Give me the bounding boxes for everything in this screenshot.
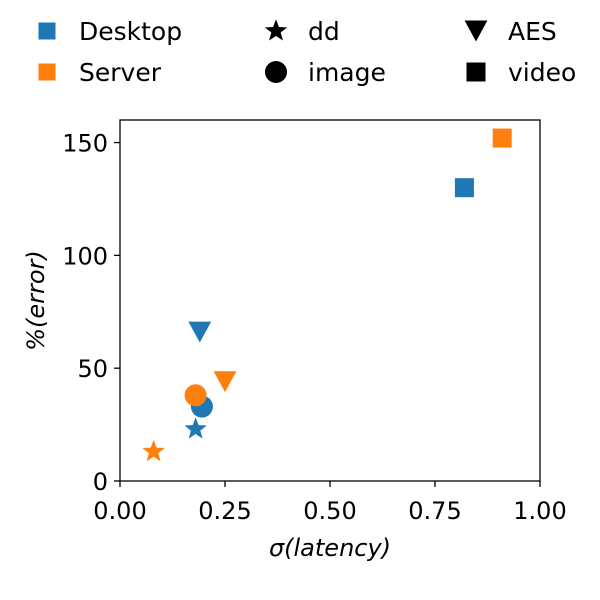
legend-marker-image bbox=[264, 60, 288, 84]
legend-label-aes: AES bbox=[508, 17, 557, 46]
legend-entry-video: video bbox=[466, 58, 576, 87]
legend-label-server: Server bbox=[79, 58, 162, 87]
legend-label-video: video bbox=[508, 58, 576, 87]
y-tick-label: 150 bbox=[62, 130, 108, 158]
legend-swatch-desktop bbox=[38, 22, 56, 40]
legend-label-desktop: Desktop bbox=[79, 17, 182, 46]
legend-label-image: image bbox=[308, 58, 386, 87]
plot-area bbox=[142, 128, 512, 462]
axes: 0.00 0.25 0.50 0.75 1.00 0 50 100 150 σ(latency)%… bbox=[22, 119, 567, 562]
legend: Desktop Server dd image AES video bbox=[38, 17, 576, 87]
legend-marker-video bbox=[466, 62, 486, 82]
x-tick-label: 1.00 bbox=[513, 497, 566, 525]
x-tick-label: 0.75 bbox=[408, 497, 461, 525]
legend-entry-desktop: Desktop bbox=[38, 17, 182, 46]
legend-swatch-server bbox=[38, 63, 56, 81]
plot-frame bbox=[119, 119, 541, 482]
y-axis-label: %(error) bbox=[22, 250, 50, 351]
data-point-desktop-video bbox=[454, 178, 474, 198]
data-point-server-aes bbox=[213, 371, 237, 393]
x-axis-label: σ(latency) bbox=[269, 534, 391, 562]
legend-marker-aes bbox=[464, 20, 488, 42]
legend-entry-aes: AES bbox=[464, 17, 557, 46]
legend-entry-dd: dd bbox=[264, 17, 340, 46]
legend-entry-image: image bbox=[264, 58, 386, 87]
y-tick-label: 50 bbox=[77, 355, 108, 383]
y-tick-label: 100 bbox=[62, 242, 108, 270]
legend-marker-dd bbox=[264, 19, 288, 41]
data-point-server-image bbox=[184, 384, 207, 407]
x-tick-label: 0.00 bbox=[93, 497, 146, 525]
data-point-server-dd bbox=[142, 439, 165, 462]
x-tick-label: 0.50 bbox=[303, 497, 356, 525]
x-tick-label: 0.25 bbox=[198, 497, 251, 525]
legend-label-dd: dd bbox=[308, 17, 340, 46]
data-point-desktop-dd bbox=[184, 417, 207, 439]
data-point-server-video bbox=[492, 128, 512, 148]
legend-entry-server: Server bbox=[38, 58, 162, 87]
data-point-desktop-aes bbox=[188, 321, 212, 343]
y-tick-label: 0 bbox=[93, 468, 108, 496]
